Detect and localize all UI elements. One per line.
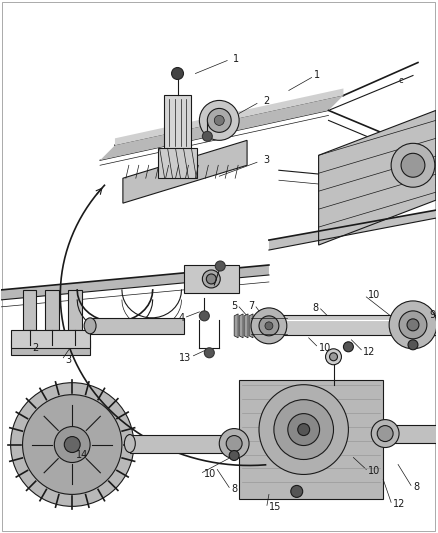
- Circle shape: [399, 311, 427, 339]
- Circle shape: [226, 435, 242, 451]
- Circle shape: [408, 340, 418, 350]
- Circle shape: [199, 100, 239, 140]
- Text: 3: 3: [263, 155, 269, 165]
- Circle shape: [11, 383, 134, 506]
- Polygon shape: [259, 314, 263, 338]
- Text: 4: 4: [178, 313, 184, 323]
- Circle shape: [401, 154, 425, 177]
- Text: 3: 3: [65, 355, 71, 365]
- Circle shape: [291, 486, 303, 497]
- Text: 10: 10: [318, 343, 331, 353]
- Polygon shape: [100, 95, 343, 160]
- Text: 8: 8: [413, 482, 419, 492]
- Circle shape: [206, 274, 216, 284]
- Bar: [239, 379, 383, 499]
- Ellipse shape: [378, 425, 389, 442]
- Circle shape: [214, 116, 224, 125]
- Polygon shape: [249, 314, 253, 338]
- Text: 12: 12: [393, 499, 406, 510]
- Circle shape: [207, 108, 231, 132]
- Polygon shape: [115, 88, 343, 146]
- Circle shape: [64, 437, 80, 453]
- Text: 8: 8: [312, 303, 318, 313]
- Circle shape: [202, 270, 220, 288]
- Polygon shape: [123, 140, 247, 203]
- Circle shape: [371, 419, 399, 448]
- Polygon shape: [269, 210, 436, 250]
- Polygon shape: [46, 290, 59, 330]
- Text: 10: 10: [368, 466, 381, 477]
- Polygon shape: [239, 314, 243, 338]
- Circle shape: [288, 414, 320, 446]
- Text: 9: 9: [430, 310, 436, 320]
- Circle shape: [251, 308, 287, 344]
- Circle shape: [205, 348, 214, 358]
- Text: 12: 12: [363, 347, 376, 357]
- Bar: [11, 330, 90, 348]
- Polygon shape: [1, 265, 269, 300]
- Text: 13: 13: [179, 353, 191, 363]
- Text: 15: 15: [269, 503, 281, 512]
- Circle shape: [219, 429, 249, 458]
- Circle shape: [274, 400, 333, 459]
- Bar: [11, 340, 90, 355]
- Polygon shape: [244, 314, 248, 338]
- Text: 10: 10: [205, 470, 217, 480]
- Text: 2: 2: [263, 96, 269, 107]
- Circle shape: [265, 322, 273, 330]
- Text: c: c: [398, 76, 403, 85]
- Ellipse shape: [84, 318, 96, 334]
- Circle shape: [172, 68, 184, 79]
- Circle shape: [389, 301, 437, 349]
- Bar: [269, 315, 438, 335]
- Circle shape: [199, 311, 209, 321]
- Polygon shape: [22, 290, 36, 330]
- Polygon shape: [254, 314, 258, 338]
- Ellipse shape: [224, 434, 235, 453]
- Ellipse shape: [264, 315, 274, 335]
- Bar: [164, 95, 191, 150]
- Text: 7: 7: [248, 301, 254, 311]
- Text: 1: 1: [233, 53, 239, 63]
- Circle shape: [54, 426, 90, 463]
- Polygon shape: [68, 290, 82, 330]
- Circle shape: [202, 131, 212, 141]
- Ellipse shape: [124, 434, 135, 453]
- Circle shape: [298, 424, 310, 435]
- Text: 8: 8: [231, 484, 237, 495]
- Text: 5: 5: [231, 301, 237, 311]
- Polygon shape: [234, 314, 238, 338]
- Bar: [184, 265, 239, 293]
- Circle shape: [229, 450, 239, 461]
- Bar: [158, 148, 198, 178]
- Text: 10: 10: [368, 290, 381, 300]
- Circle shape: [215, 261, 225, 271]
- Bar: [90, 318, 184, 334]
- Circle shape: [22, 394, 122, 495]
- Circle shape: [343, 342, 353, 352]
- Circle shape: [325, 349, 342, 365]
- Bar: [383, 425, 438, 442]
- Polygon shape: [318, 110, 436, 245]
- Bar: [130, 434, 229, 453]
- Circle shape: [329, 353, 337, 361]
- Circle shape: [259, 316, 279, 336]
- Text: 2: 2: [32, 343, 39, 353]
- Circle shape: [391, 143, 435, 187]
- Circle shape: [407, 319, 419, 331]
- Text: 14: 14: [76, 449, 88, 459]
- Circle shape: [377, 425, 393, 441]
- Text: 1: 1: [314, 70, 320, 80]
- Circle shape: [259, 385, 348, 474]
